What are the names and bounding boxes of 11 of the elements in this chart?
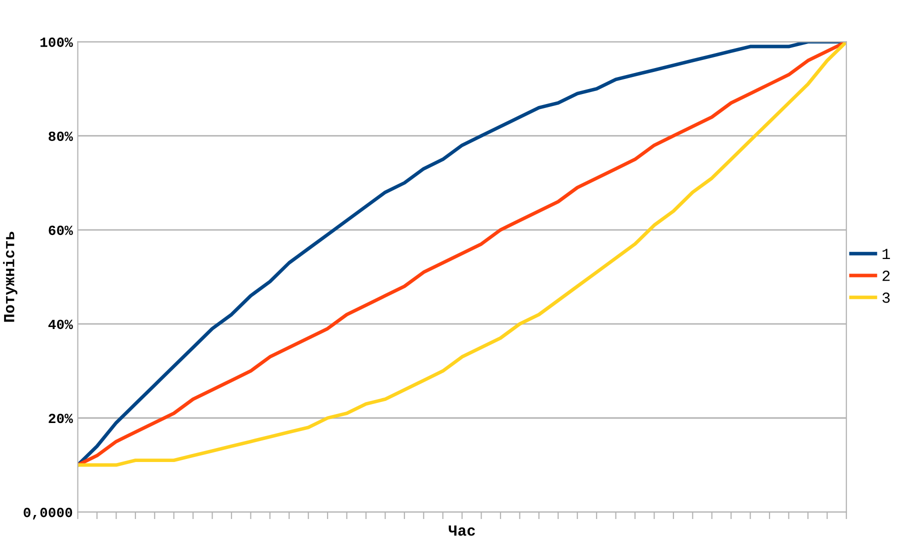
y-tick-label: 0,0000 xyxy=(24,508,72,520)
x-axis-title: Час xyxy=(448,526,475,536)
legend-label: 1 xyxy=(882,248,890,259)
y-tick-label: 20% xyxy=(48,414,73,424)
legend-label: 2 xyxy=(882,270,890,281)
y-tick-label: 40% xyxy=(48,320,73,330)
legend-label: 3 xyxy=(882,292,890,303)
y-tick-label: 60% xyxy=(48,226,73,236)
y-tick-label: 80% xyxy=(48,132,73,142)
y-tick-label: 100% xyxy=(40,38,73,47)
y-axis-title: Потужність xyxy=(3,232,18,322)
